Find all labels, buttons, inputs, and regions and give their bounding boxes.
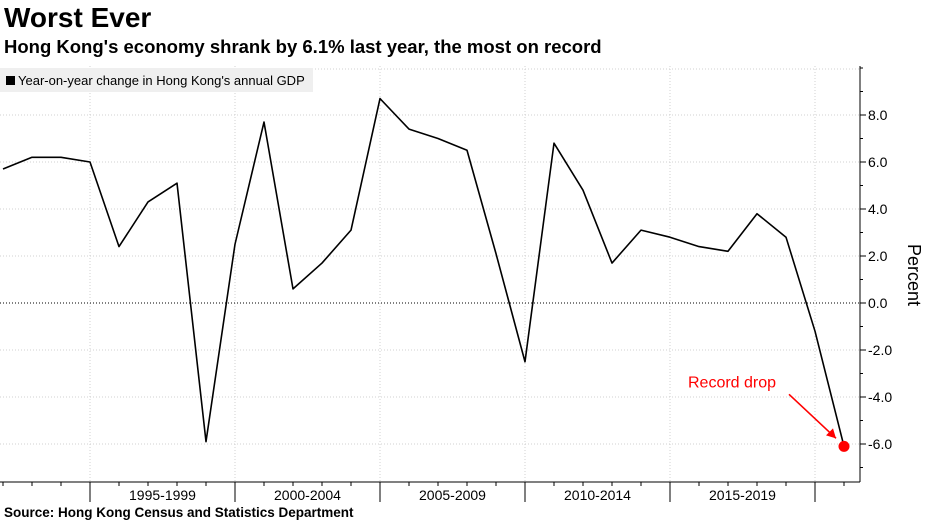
chart-subtitle: Hong Kong's economy shrank by 6.1% last … — [4, 36, 602, 57]
y-tick-label: 0.0 — [868, 295, 888, 311]
y-tick-label: 8.0 — [868, 107, 888, 123]
x-tick-label: 1995-1999 — [129, 487, 196, 503]
x-tick-label: 2005-2009 — [419, 487, 486, 503]
y-tick-label: -2.0 — [868, 342, 892, 358]
series-line — [2, 97, 845, 447]
x-tick-label: 2010-2014 — [564, 487, 631, 503]
annotation-arrowhead — [826, 428, 836, 439]
y-tick-label: -4.0 — [868, 389, 892, 405]
annotation-arrow — [788, 393, 837, 439]
source-note: Source: Hong Kong Census and Statistics … — [4, 505, 354, 520]
legend: Year-on-year change in Hong Kong's annua… — [0, 68, 313, 92]
y-axis-label: Percent — [904, 244, 924, 306]
legend-label: Year-on-year change in Hong Kong's annua… — [18, 72, 305, 88]
y-tick-label: -6.0 — [868, 436, 892, 452]
x-tick-label: 2000-2004 — [274, 487, 341, 503]
x-tick-label: 2015-2019 — [709, 487, 776, 503]
annotation-label: Record drop — [688, 374, 776, 391]
chart-title: Worst Ever — [4, 2, 152, 33]
record-drop-point — [838, 440, 850, 452]
y-tick-label: 2.0 — [868, 248, 888, 264]
legend-swatch — [6, 75, 15, 85]
y-tick-label: 4.0 — [868, 201, 888, 217]
y-tick-label: 6.0 — [868, 154, 888, 170]
